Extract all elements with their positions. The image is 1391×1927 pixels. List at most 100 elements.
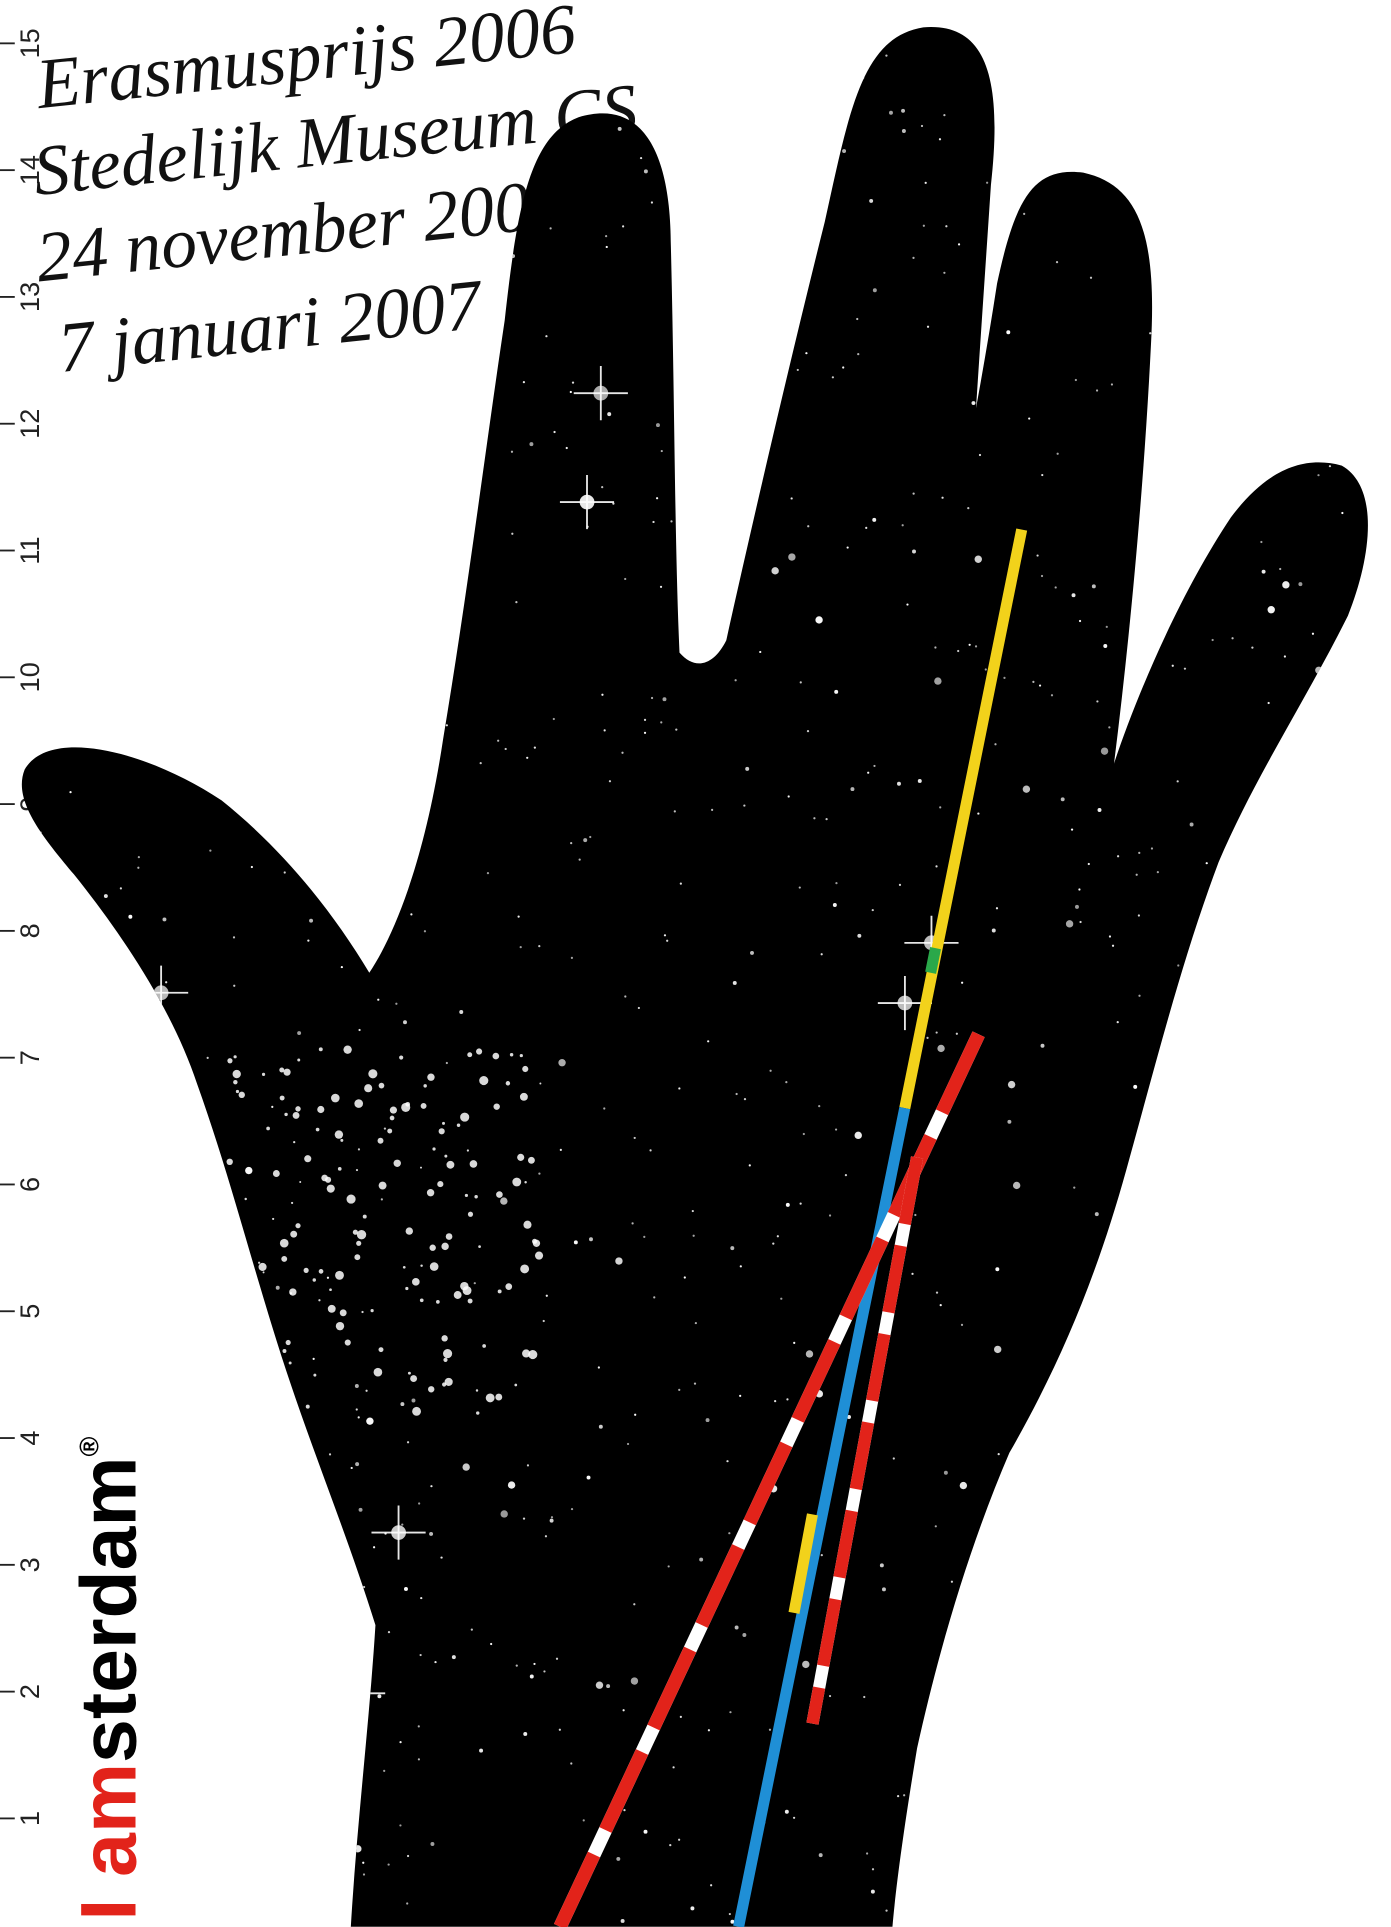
star <box>792 1816 796 1819</box>
star <box>462 1463 470 1471</box>
star <box>362 1873 366 1876</box>
star <box>372 1546 376 1549</box>
star <box>920 124 924 128</box>
star <box>603 729 606 732</box>
star <box>522 381 526 384</box>
star <box>119 887 122 890</box>
star <box>476 1411 480 1415</box>
star <box>1012 1181 1021 1190</box>
star <box>772 1242 775 1245</box>
star <box>1007 1119 1012 1124</box>
star <box>440 1556 443 1559</box>
star <box>967 507 970 510</box>
star <box>362 1214 367 1219</box>
star <box>1317 474 1320 477</box>
star <box>897 1795 900 1798</box>
star <box>650 201 654 204</box>
ruler-label: 6 <box>14 1177 45 1192</box>
star <box>399 1824 402 1827</box>
star <box>418 1502 421 1505</box>
star <box>346 1194 356 1204</box>
star <box>318 1047 323 1052</box>
star <box>352 1229 358 1235</box>
star <box>446 1160 455 1169</box>
ruler-label: 4 <box>14 1431 45 1446</box>
star <box>1022 785 1031 793</box>
star <box>395 1002 398 1005</box>
star <box>653 1296 656 1299</box>
star <box>533 1662 536 1666</box>
ruler-label: 2 <box>14 1684 45 1699</box>
star <box>279 1095 285 1101</box>
star <box>1087 862 1090 866</box>
star <box>621 751 624 754</box>
star <box>726 1460 729 1463</box>
star <box>343 1045 352 1054</box>
star <box>545 1294 548 1297</box>
star <box>544 1535 548 1538</box>
star <box>444 1377 453 1386</box>
star <box>597 1366 600 1369</box>
star <box>1040 574 1044 578</box>
star <box>906 603 909 606</box>
star <box>1171 664 1174 667</box>
star <box>1089 276 1093 279</box>
star <box>984 668 987 671</box>
star <box>739 1265 742 1268</box>
star <box>637 1006 640 1010</box>
star <box>69 791 72 794</box>
star <box>539 1082 542 1085</box>
star <box>769 1069 772 1072</box>
star <box>1078 888 1081 891</box>
star <box>847 1415 851 1419</box>
star <box>281 1255 288 1262</box>
star <box>934 677 942 685</box>
green-segment <box>925 947 941 974</box>
star <box>441 1242 449 1251</box>
star <box>1028 417 1031 420</box>
star <box>378 1082 385 1089</box>
star <box>303 1267 309 1273</box>
star <box>258 1262 267 1271</box>
star <box>1006 330 1011 335</box>
star <box>943 114 946 117</box>
star <box>262 1271 265 1274</box>
star <box>1189 822 1194 827</box>
star <box>784 1809 789 1814</box>
star <box>850 787 855 792</box>
star <box>420 1102 427 1109</box>
star <box>438 1128 445 1135</box>
star <box>1041 473 1044 477</box>
star <box>606 1684 611 1689</box>
star <box>520 1264 530 1274</box>
star <box>1183 667 1187 670</box>
star <box>377 1137 384 1144</box>
star <box>730 1246 735 1251</box>
star <box>1007 1080 1016 1089</box>
star <box>570 1507 574 1511</box>
star <box>659 585 663 588</box>
star <box>1341 511 1344 515</box>
star <box>898 883 902 886</box>
star <box>400 1402 405 1407</box>
star <box>411 1398 416 1403</box>
star <box>365 1389 368 1392</box>
star <box>492 1052 500 1060</box>
star <box>417 1758 421 1761</box>
star <box>892 1457 895 1460</box>
ruler-label: 14 <box>14 155 45 185</box>
star <box>459 1010 464 1014</box>
star <box>650 696 654 700</box>
star <box>1065 920 1074 928</box>
star <box>1231 637 1234 640</box>
star <box>404 1586 408 1591</box>
star <box>673 810 676 813</box>
star <box>806 729 810 733</box>
star <box>710 1884 713 1887</box>
star <box>678 1087 681 1090</box>
star <box>865 1852 869 1855</box>
star <box>162 917 167 922</box>
ruler-label: 3 <box>14 1557 45 1572</box>
star <box>620 1918 625 1923</box>
star <box>630 1677 639 1685</box>
